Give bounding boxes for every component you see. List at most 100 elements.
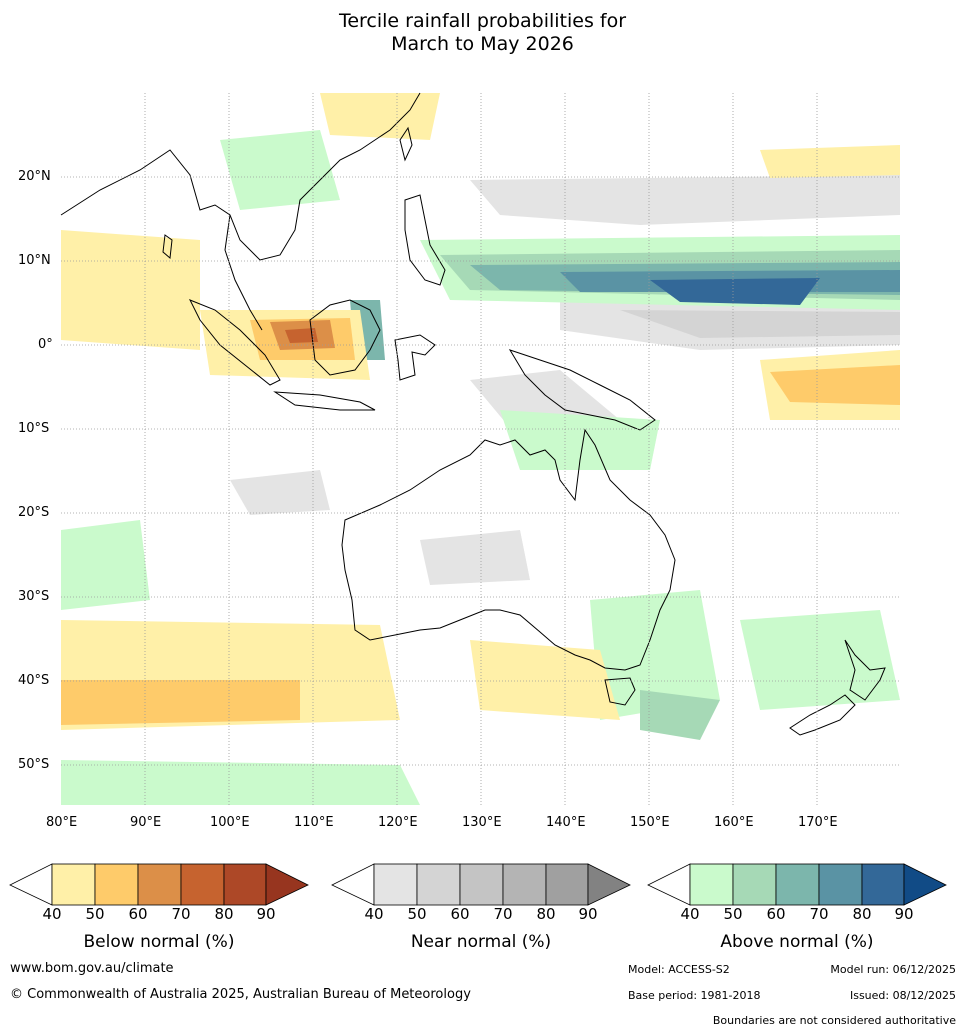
lon-label: 140°E — [546, 815, 586, 830]
colorbar-tick: 70 — [171, 905, 191, 923]
lat-label: 40°S — [18, 673, 50, 688]
copyright: © Commonwealth of Australia 2025, Austra… — [10, 987, 471, 1002]
lon-label: 80°E — [46, 815, 78, 830]
colorbar-tick: 90 — [256, 905, 276, 923]
model-run: Model run: 06/12/2025 — [830, 963, 956, 976]
colorbar-tick: 90 — [578, 905, 598, 923]
near-normal-colorbar — [331, 863, 631, 906]
lat-label: 30°S — [18, 589, 50, 604]
colorbar-swatch — [818, 863, 863, 906]
colorbar-swatch — [373, 863, 418, 906]
colorbar-swatch — [416, 863, 461, 906]
above-normal-region — [650, 278, 820, 305]
below-normal-colorbar — [9, 863, 309, 906]
philippines-coastline — [404, 194, 446, 286]
new-zealand-north-coastline — [844, 639, 886, 701]
lon-label: 100°E — [210, 815, 250, 830]
colorbar-open-end — [647, 863, 691, 906]
colorbar-max-end — [903, 863, 947, 906]
colorbar-swatch — [137, 863, 182, 906]
australia-coastline — [341, 428, 676, 671]
boundaries-note: Boundaries are not considered authoritat… — [712, 1014, 956, 1027]
colorbar-tick: 80 — [536, 905, 556, 923]
lon-label: 90°E — [130, 815, 162, 830]
model-name: Model: ACCESS-S2 — [628, 963, 730, 976]
website-link[interactable]: www.bom.gov.au/climate — [10, 961, 174, 976]
colorbar-swatch — [180, 863, 225, 906]
colorbar-tick: 80 — [852, 905, 872, 923]
new-zealand-south-coastline — [789, 694, 856, 736]
sulawesi-coastline — [394, 334, 436, 381]
colorbar-tick: 40 — [364, 905, 384, 923]
lon-label: 150°E — [630, 815, 670, 830]
colorbar-max-end — [587, 863, 631, 906]
colorbar-open-end — [9, 863, 53, 906]
colorbar-swatch — [94, 863, 139, 906]
colorbar-swatch — [732, 863, 777, 906]
above-normal-region — [640, 690, 720, 740]
below-normal-region — [470, 640, 620, 720]
colorbar-swatch — [689, 863, 734, 906]
lon-label: 120°E — [378, 815, 418, 830]
colorbar-swatch — [545, 863, 589, 906]
colorbar-tick: 60 — [128, 905, 148, 923]
below-normal-title: Below normal (%) — [83, 932, 235, 952]
lat-label: 10°N — [18, 253, 51, 268]
colorbar-tick: 90 — [894, 905, 914, 923]
colorbar-tick: 40 — [42, 905, 62, 923]
lon-label: 170°E — [798, 815, 838, 830]
lat-label: 20°S — [18, 505, 50, 520]
above-normal-colorbar — [647, 863, 947, 906]
colorbar-max-end — [265, 863, 309, 906]
new-guinea-coastline — [508, 349, 656, 431]
colorbar-tick: 50 — [85, 905, 105, 923]
near-normal-region — [420, 530, 530, 585]
near-normal-region — [470, 175, 900, 225]
colorbar-swatch — [223, 863, 267, 906]
above-normal-title: Above normal (%) — [720, 932, 874, 952]
colorbar-swatch — [459, 863, 504, 906]
colorbar-tick: 60 — [766, 905, 786, 923]
base-period: Base period: 1981-2018 — [628, 989, 761, 1002]
malay-peninsula-coastline — [224, 214, 263, 331]
borneo-coastline — [309, 299, 381, 376]
taiwan-coastline — [399, 126, 413, 162]
sri-lanka-coastline — [162, 234, 173, 259]
colorbar-swatch — [502, 863, 547, 906]
below-normal-region — [320, 93, 440, 140]
above-normal-region — [590, 590, 720, 720]
colorbar-tick: 80 — [214, 905, 234, 923]
graticule — [61, 93, 900, 805]
colorbar-tick: 60 — [450, 905, 470, 923]
near-normal-region — [230, 470, 330, 515]
mainland-asia-coastline — [60, 92, 421, 261]
title-line-2: March to May 2026 — [391, 33, 574, 55]
below-normal-region — [770, 365, 900, 405]
near-normal-title: Near normal (%) — [410, 932, 552, 952]
lat-label: 50°S — [18, 757, 50, 772]
above-normal-region — [740, 610, 900, 710]
colorbars — [9, 863, 947, 906]
tasmania-coastline — [604, 677, 636, 706]
lat-label: 20°N — [18, 169, 51, 184]
colorbar-swatch — [861, 863, 905, 906]
sumatra-coastline — [188, 299, 281, 386]
colorbar-open-end — [331, 863, 375, 906]
lat-label: 0° — [38, 337, 53, 352]
above-normal-region — [220, 130, 340, 210]
near-normal-region — [620, 310, 900, 338]
java-coastline — [273, 391, 376, 411]
colorbar-tick: 40 — [680, 905, 700, 923]
map-title: Tercile rainfall probabilities for March… — [0, 10, 965, 56]
coastlines — [60, 92, 886, 736]
below-normal-region — [285, 328, 318, 343]
title-line-1: Tercile rainfall probabilities for — [338, 10, 627, 32]
below-normal-region — [760, 145, 900, 178]
colorbar-swatch — [51, 863, 96, 906]
probability-shading — [61, 93, 900, 805]
colorbar-swatch — [775, 863, 820, 906]
above-normal-region — [61, 760, 420, 805]
lon-label: 160°E — [714, 815, 754, 830]
colorbar-tick: 50 — [723, 905, 743, 923]
